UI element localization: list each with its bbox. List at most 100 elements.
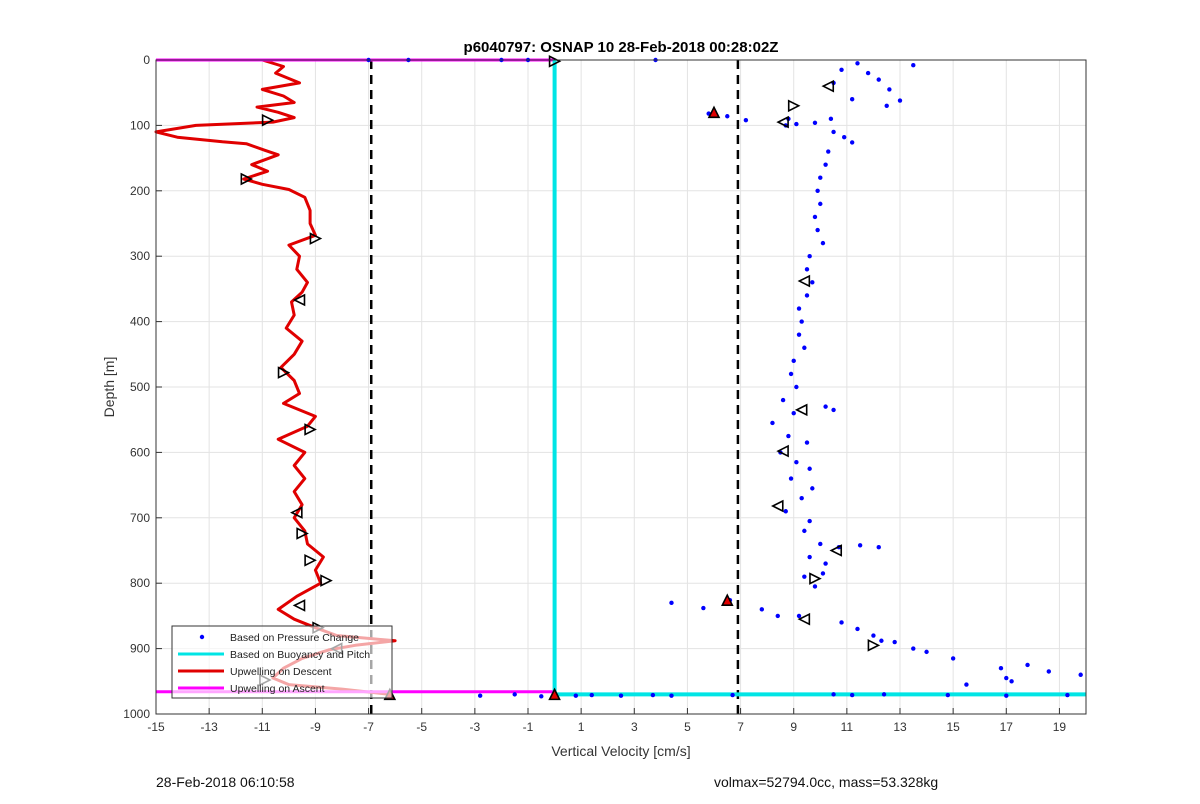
series-pressure-change-point <box>780 397 786 403</box>
series-pressure-change-point <box>815 227 820 233</box>
x-tick-label: 17 <box>1000 720 1014 734</box>
series-pressure-change-point <box>794 384 799 390</box>
series-pressure-change-point <box>512 692 517 697</box>
series-pressure-change-point <box>1046 669 1052 674</box>
series-pressure-change-point <box>791 410 796 416</box>
series-pressure-change-point <box>828 116 834 122</box>
x-tick-label: 3 <box>631 720 638 734</box>
series-pressure-change-point <box>810 280 815 285</box>
series-pressure-change-point <box>857 543 863 548</box>
series-pressure-change-point <box>799 319 804 324</box>
series-pressure-change-point <box>823 404 828 409</box>
axis-ticks: -15 -13 -11 -9 -7 -5 -3 -1 1 3 5 7 9 11 13 15 17 19010020… <box>123 53 1066 734</box>
series-pressure-change-point <box>730 692 735 698</box>
x-tick-label: -11 <box>254 720 271 734</box>
series-upwelling-descent-line <box>154 58 397 696</box>
series-pressure-change-point <box>876 545 881 550</box>
x-tick-label: 19 <box>1053 720 1067 734</box>
x-tick-label: -15 <box>147 720 165 734</box>
triangle-marker <box>720 593 734 607</box>
y-tick-label: 0 <box>143 53 150 67</box>
x-tick-label: -5 <box>416 720 427 734</box>
series-pressure-change-point <box>804 267 810 272</box>
series-pressure-change-point <box>807 466 812 471</box>
y-tick-label: 600 <box>130 445 150 459</box>
y-tick-label: 200 <box>130 184 150 198</box>
series-pressure-change-point <box>945 692 951 698</box>
series-pressure-change-point <box>812 584 818 589</box>
series-pressure-change-point <box>876 77 881 82</box>
triangle-marker <box>290 506 303 519</box>
series-pressure-change-point <box>881 692 887 697</box>
triangle-marker <box>809 572 822 585</box>
triangle-marker <box>320 574 333 587</box>
series-pressure-change-point <box>802 528 807 534</box>
series-pressure-change-point <box>791 358 796 364</box>
series-pressure-change-point <box>815 188 820 193</box>
series-pressure-change-point <box>802 574 807 579</box>
triangle-marker <box>292 599 306 612</box>
series-pressure-change-point <box>759 607 765 612</box>
series-pressure-change-point <box>725 114 730 119</box>
series-pressure-change-point <box>810 486 815 491</box>
x-tick-label: -1 <box>523 720 534 734</box>
y-tick-label: 100 <box>130 118 150 132</box>
y-tick-label: 900 <box>130 642 150 656</box>
series-pressure-change-point <box>477 693 483 698</box>
series-pressure-change-point <box>831 407 836 413</box>
series-pressure-change-point <box>950 656 956 661</box>
series-pressure-change-point <box>849 692 855 698</box>
legend-swatch <box>199 634 205 640</box>
legend: Based on Pressure Change Based on Buoyanc… <box>171 625 393 699</box>
triangle-marker <box>548 687 561 701</box>
series-pressure-change-point <box>802 345 807 350</box>
series-pressure-change-point <box>812 120 818 125</box>
triangle-marker <box>240 172 254 186</box>
x-tick-label: -9 <box>310 720 321 734</box>
triangle-marker <box>707 105 721 119</box>
triangle-marker <box>776 444 789 458</box>
chart-title: p6040797: OSNAP 10 28-Feb-2018 00:28:02Z <box>464 39 779 56</box>
series-pressure-change-point <box>650 692 656 698</box>
series-pressure-change-point <box>788 371 794 377</box>
series-pressure-change-point <box>849 97 855 102</box>
triangle-marker <box>776 115 789 129</box>
series-pressure-change-point <box>892 639 897 645</box>
series-pressure-change-point <box>770 420 775 426</box>
legend-label: Upwelling on Descent <box>230 666 332 678</box>
series-pressure-change-point <box>818 175 823 180</box>
x-tick-label: 9 <box>790 720 797 734</box>
y-tick-label: 700 <box>130 511 150 525</box>
series-pressure-change-point <box>1004 675 1009 681</box>
series-pressure-change-point <box>794 121 799 127</box>
series-pressure-change-point <box>831 692 836 697</box>
series-pressure-change-point <box>879 638 884 643</box>
footer-volmax-mass: volmax=52794.0cc, mass=53.328kg <box>714 774 939 790</box>
triangle-marker <box>829 544 843 557</box>
triangle-marker <box>548 55 562 68</box>
triangle-marker <box>296 527 309 540</box>
series-pressure-change-point <box>669 600 674 606</box>
series-pressure-change-point <box>743 117 749 123</box>
series-pressure-change-point <box>701 605 706 611</box>
series-pressure-change-point <box>804 440 810 445</box>
x-tick-label: -3 <box>470 720 481 734</box>
y-tick-label: 800 <box>130 576 150 590</box>
series-pressure-change-point <box>775 613 780 619</box>
series-pressure-change-point <box>573 693 579 698</box>
series-pressure-change-point <box>794 460 799 465</box>
footer-timestamp: 28-Feb-2018 06:10:58 <box>156 774 295 790</box>
series-pressure-change-point <box>964 682 969 687</box>
series-pressure-change-point <box>669 693 674 698</box>
series-pressure-change-point <box>842 134 847 140</box>
series-pressure-change-point <box>911 646 916 651</box>
series-pressure-change-point <box>1004 693 1009 698</box>
series-pressure-change-point <box>849 140 855 145</box>
series-pressure-change-point <box>799 495 804 501</box>
series-pressure-change-point <box>839 620 844 625</box>
series-pressure-change-point <box>788 476 794 481</box>
series-pressure-change-point <box>839 67 844 73</box>
series-pressure-change-point <box>823 561 828 566</box>
triangle-marker <box>787 99 801 113</box>
